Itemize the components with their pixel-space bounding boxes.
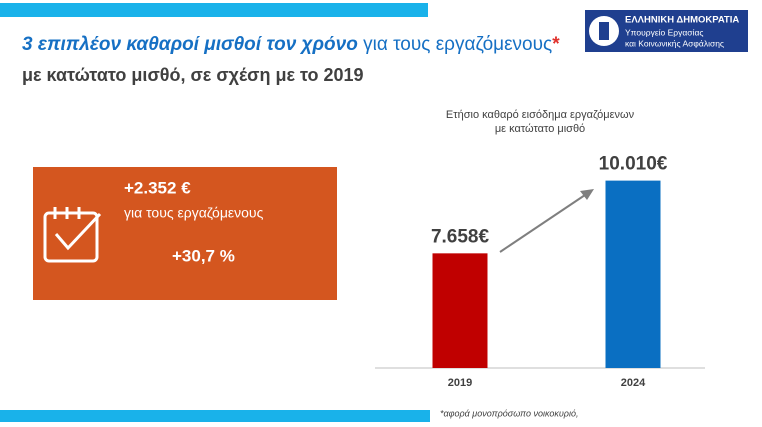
x-tick-label: 2019 [448, 377, 472, 389]
logo-line: και Κοινωνικής Ασφάλισης [625, 38, 724, 48]
subtitle: με κατώτατο μισθό, σε σχέση με το 2019 [22, 65, 364, 85]
bar [605, 180, 661, 368]
x-tick-label: 2024 [621, 377, 646, 389]
highlight-caption: για τους εργαζόμενους [124, 205, 264, 221]
chart-title: Ετήσιο καθαρό εισόδημα εργαζόμενων [446, 109, 635, 121]
trend-arrow [499, 189, 594, 253]
footnote: *αφορά μονοπρόσωπο νοικοκυριό, [440, 408, 578, 418]
title-rest: για τους εργαζόμενους [358, 34, 552, 55]
bar [432, 253, 488, 368]
logo-cross [599, 22, 609, 40]
value-label: 7.658€ [431, 226, 490, 247]
title-bold: 3 επιπλέον καθαροί μισθοί τον χρόνο [22, 34, 358, 55]
highlight-percent: +30,7 % [172, 246, 235, 265]
highlight-amount: +2.352 € [124, 178, 191, 197]
bottom-bar [0, 410, 430, 422]
top-bar [0, 3, 428, 17]
check-icon [43, 207, 102, 263]
logo-line: ΕΛΛΗΝΙΚΗ ΔΗΜΟΚΡΑΤΙΑ [625, 15, 739, 26]
chart-title: με κατώτατο μισθό [495, 123, 585, 135]
logo-line: Υπουργείο Εργασίας [625, 27, 703, 37]
value-label: 10.010€ [599, 154, 668, 175]
title: 3 επιπλέον καθαροί μισθοί τον χρόνο για … [22, 34, 560, 55]
title-star: * [552, 34, 560, 55]
